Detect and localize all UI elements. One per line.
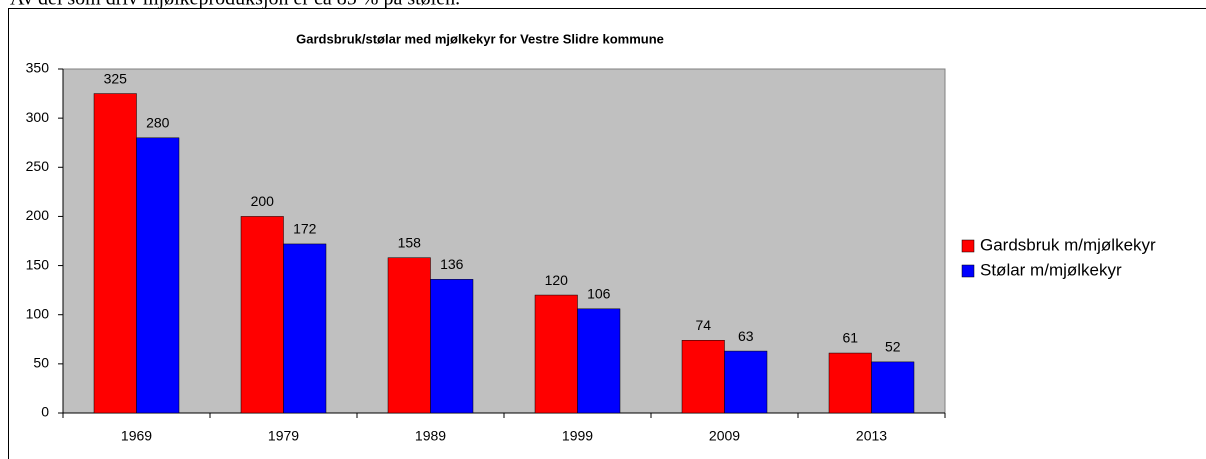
data-label: 280 (146, 115, 170, 131)
data-label: 61 (842, 330, 858, 346)
bar (93, 93, 137, 414)
bar (387, 257, 431, 414)
legend-label: Stølar m/mjølkekyr (980, 260, 1122, 279)
chart-title: Gardsbruk/stølar med mjølkekyr for Vestr… (296, 31, 664, 46)
plot-area (62, 68, 946, 414)
data-label: 200 (251, 193, 275, 209)
data-label: 136 (440, 256, 464, 272)
legend-label: Gardsbruk m/mjølkekyr (980, 235, 1156, 254)
legend-swatch (961, 264, 975, 278)
bar (534, 294, 578, 414)
data-label: 172 (293, 221, 317, 237)
y-tick-label: 250 (26, 158, 50, 174)
data-label: 52 (885, 339, 901, 355)
y-tick-label: 150 (26, 256, 50, 272)
bar (430, 279, 474, 414)
bar (577, 308, 621, 414)
y-tick-label: 350 (26, 60, 50, 76)
data-label: 158 (398, 234, 422, 250)
data-label: 63 (738, 328, 754, 344)
y-tick-label: 100 (26, 305, 50, 321)
y-tick-label: 300 (26, 109, 50, 125)
page-text: Av dei som driv mjølkeproduksjon er ca 8… (10, 0, 460, 10)
data-label: 106 (587, 286, 611, 302)
x-tick-label: 1969 (121, 428, 152, 444)
bar (240, 216, 284, 414)
data-label: 74 (695, 317, 711, 333)
x-tick-label: 1979 (268, 428, 299, 444)
y-tick-label: 50 (33, 355, 49, 371)
data-label: 325 (104, 70, 128, 86)
x-tick-label: 1999 (562, 428, 593, 444)
bar (828, 352, 872, 414)
y-tick-label: 200 (26, 207, 50, 223)
x-tick-label: 2009 (709, 428, 740, 444)
x-tick-label: 1989 (415, 428, 446, 444)
bar (136, 137, 180, 414)
x-tick-label: 2013 (856, 428, 887, 444)
bar (681, 340, 725, 414)
bar (724, 350, 768, 414)
legend-swatch (961, 239, 975, 253)
bar (871, 361, 915, 414)
data-label: 120 (545, 272, 569, 288)
bar (283, 243, 327, 414)
y-tick-label: 0 (41, 404, 49, 420)
